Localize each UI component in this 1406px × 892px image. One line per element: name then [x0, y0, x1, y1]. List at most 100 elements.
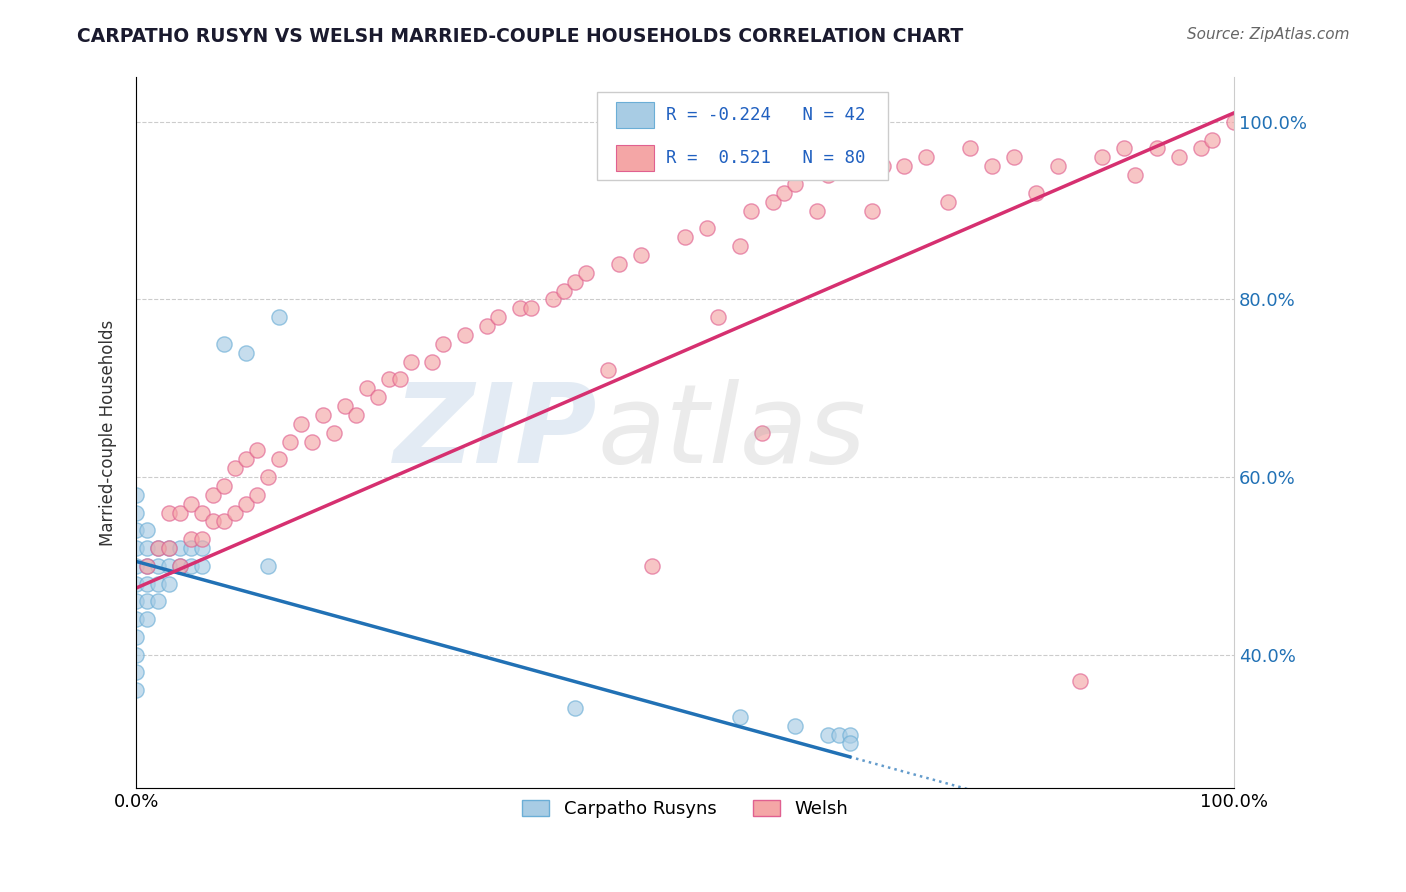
Point [191, 533, 214, 547]
Point [641, 558, 664, 573]
Point [301, 434, 323, 449]
Point [817, 728, 839, 742]
Point [520, 301, 543, 316]
Point [157, 541, 180, 555]
Point [1069, 674, 1091, 689]
Point [201, 488, 224, 502]
Point [125, 524, 148, 538]
Point [312, 408, 335, 422]
Point [169, 558, 191, 573]
Point [191, 541, 214, 555]
Point [235, 452, 257, 467]
Text: CARPATHO RUSYN VS WELSH MARRIED-COUPLE HOUSEHOLDS CORRELATION CHART: CARPATHO RUSYN VS WELSH MARRIED-COUPLE H… [77, 27, 963, 45]
Point [212, 336, 235, 351]
Point [432, 336, 454, 351]
Point [707, 310, 730, 325]
Point [915, 150, 938, 164]
Point [422, 354, 444, 368]
Point [367, 390, 389, 404]
Point [267, 452, 290, 467]
Point [125, 506, 148, 520]
Point [136, 541, 159, 555]
Point [1002, 150, 1025, 164]
Point [146, 541, 169, 555]
Point [180, 497, 202, 511]
Point [256, 558, 278, 573]
Point [290, 417, 312, 431]
Point [322, 425, 344, 440]
Point [235, 345, 257, 359]
Point [377, 372, 399, 386]
Point [125, 541, 148, 555]
Point [981, 159, 1004, 173]
Text: R =  0.521   N = 80: R = 0.521 N = 80 [666, 149, 866, 167]
Point [146, 558, 169, 573]
Point [806, 203, 828, 218]
Point [278, 434, 301, 449]
Point [783, 719, 806, 733]
Point [740, 203, 762, 218]
Point [541, 293, 564, 307]
Point [136, 524, 159, 538]
Bar [616, 145, 654, 170]
Point [125, 558, 148, 573]
Point [509, 301, 531, 316]
Point [762, 194, 785, 209]
Point [125, 612, 148, 626]
Point [201, 515, 224, 529]
Point [772, 186, 794, 200]
Point [235, 497, 257, 511]
Point [959, 141, 981, 155]
Point [728, 710, 751, 724]
Point [191, 506, 214, 520]
Point [146, 594, 169, 608]
Text: R = -0.224   N = 42: R = -0.224 N = 42 [666, 106, 866, 124]
Point [827, 728, 849, 742]
Text: atlas: atlas [598, 379, 866, 486]
Point [169, 558, 191, 573]
Point [388, 372, 411, 386]
Point [125, 665, 148, 680]
Point [477, 319, 499, 334]
Point [157, 576, 180, 591]
Text: ZIP: ZIP [394, 379, 598, 486]
Point [1223, 115, 1246, 129]
Point [938, 194, 960, 209]
Point [1201, 133, 1223, 147]
Point [157, 506, 180, 520]
Point [1047, 159, 1070, 173]
Point [146, 576, 169, 591]
Point [125, 648, 148, 662]
Point [872, 159, 894, 173]
Point [598, 363, 620, 377]
Point [180, 533, 202, 547]
Point [1091, 150, 1114, 164]
Point [838, 728, 860, 742]
Point [157, 558, 180, 573]
FancyBboxPatch shape [598, 92, 889, 180]
Point [553, 284, 575, 298]
Point [454, 328, 477, 343]
Point [136, 594, 159, 608]
Point [224, 461, 246, 475]
Point [212, 479, 235, 493]
Point [630, 248, 652, 262]
Point [267, 310, 290, 325]
Point [169, 506, 191, 520]
Point [125, 683, 148, 698]
Y-axis label: Married-couple Households: Married-couple Households [100, 319, 117, 546]
Point [136, 558, 159, 573]
Point [333, 399, 356, 413]
Bar [616, 103, 654, 128]
Point [125, 488, 148, 502]
Point [157, 541, 180, 555]
Point [399, 354, 422, 368]
Point [344, 408, 367, 422]
Point [246, 488, 269, 502]
Point [1167, 150, 1189, 164]
Point [838, 159, 860, 173]
Point [256, 470, 278, 484]
Point [212, 515, 235, 529]
Point [860, 203, 883, 218]
Point [751, 425, 773, 440]
